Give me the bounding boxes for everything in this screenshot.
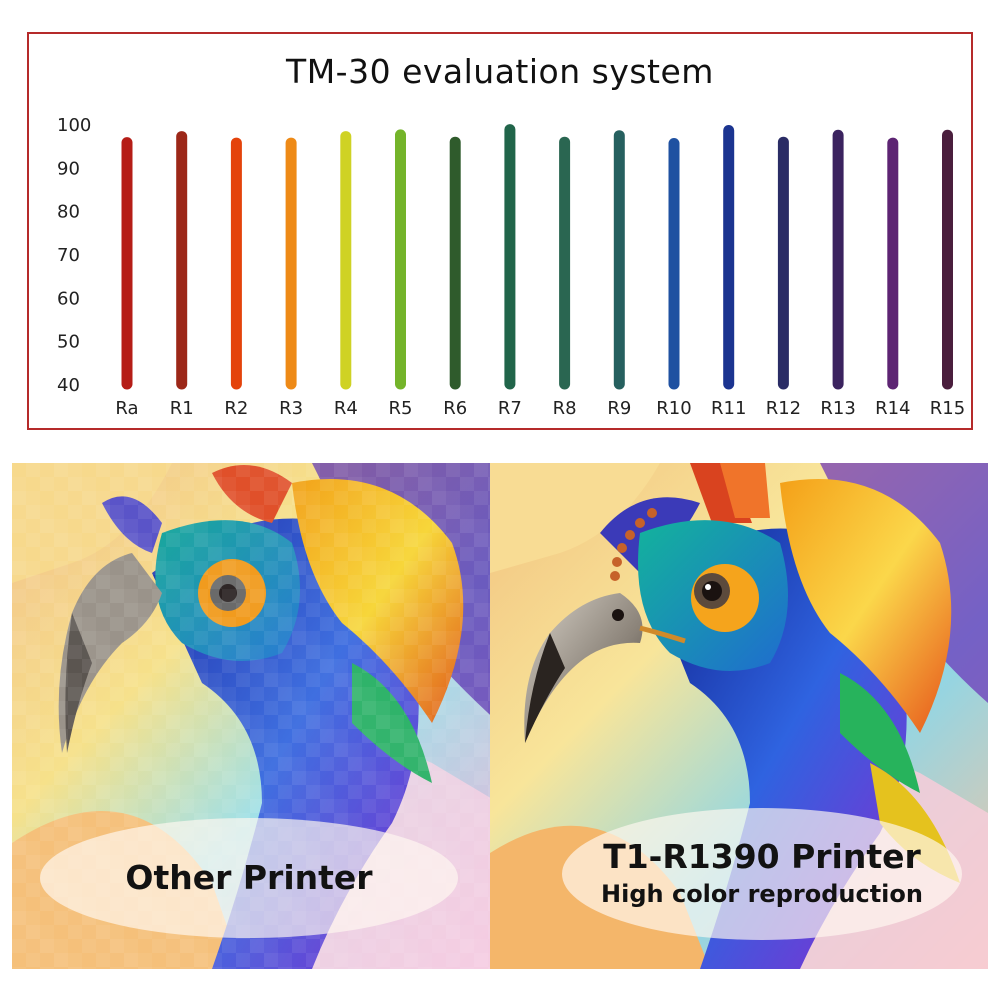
y-tick-label: 80 — [57, 202, 80, 223]
x-tick-label: R13 — [820, 398, 855, 419]
t1-r1390-printer-photo: T1-R1390 Printer High color reproduction — [490, 463, 988, 969]
other-printer-photo: Other Printer — [12, 463, 499, 969]
t1-r1390-caption: T1-R1390 Printer — [603, 837, 921, 877]
other-printer-label-oval: Other Printer — [40, 818, 458, 938]
t1-r1390-label-oval: T1-R1390 Printer High color reproduction — [562, 808, 962, 940]
chart-panel: TM-30 evaluation system 40 50 60 70 80 90 100 R… — [27, 32, 973, 430]
high-color-reproduction-caption: High color reproduction — [601, 879, 923, 908]
x-tick-label: R5 — [389, 398, 413, 419]
x-tick-label: R6 — [443, 398, 467, 419]
x-tick-label: R3 — [279, 398, 303, 419]
x-tick-label: R10 — [656, 398, 691, 419]
y-tick-label: 90 — [57, 158, 80, 179]
y-tick-label: 50 — [57, 332, 80, 353]
x-tick-label: R1 — [170, 398, 194, 419]
x-tick-label: R2 — [224, 398, 248, 419]
y-tick-label: 60 — [57, 288, 80, 309]
x-tick-label: R11 — [711, 398, 746, 419]
y-tick-label: 70 — [57, 245, 80, 266]
bar-chart: 40 50 60 70 80 90 100 Ra R1 R2 R3 R4 R5 R6 R7 R8 R9 R10 R1… — [57, 115, 965, 419]
y-tick-label: 100 — [57, 115, 91, 136]
x-tick-label: R12 — [766, 398, 801, 419]
chart-title: TM-30 evaluation system — [286, 52, 714, 91]
other-printer-caption: Other Printer — [125, 857, 373, 897]
x-tick-label: R4 — [334, 398, 358, 419]
x-tick-label: R7 — [498, 398, 522, 419]
x-tick-label: R8 — [553, 398, 577, 419]
x-tick-label: R15 — [930, 398, 965, 419]
x-tick-label: Ra — [115, 398, 138, 419]
y-tick-label: 40 — [57, 375, 80, 396]
x-tick-label: R9 — [607, 398, 631, 419]
x-tick-label: R14 — [875, 398, 910, 419]
